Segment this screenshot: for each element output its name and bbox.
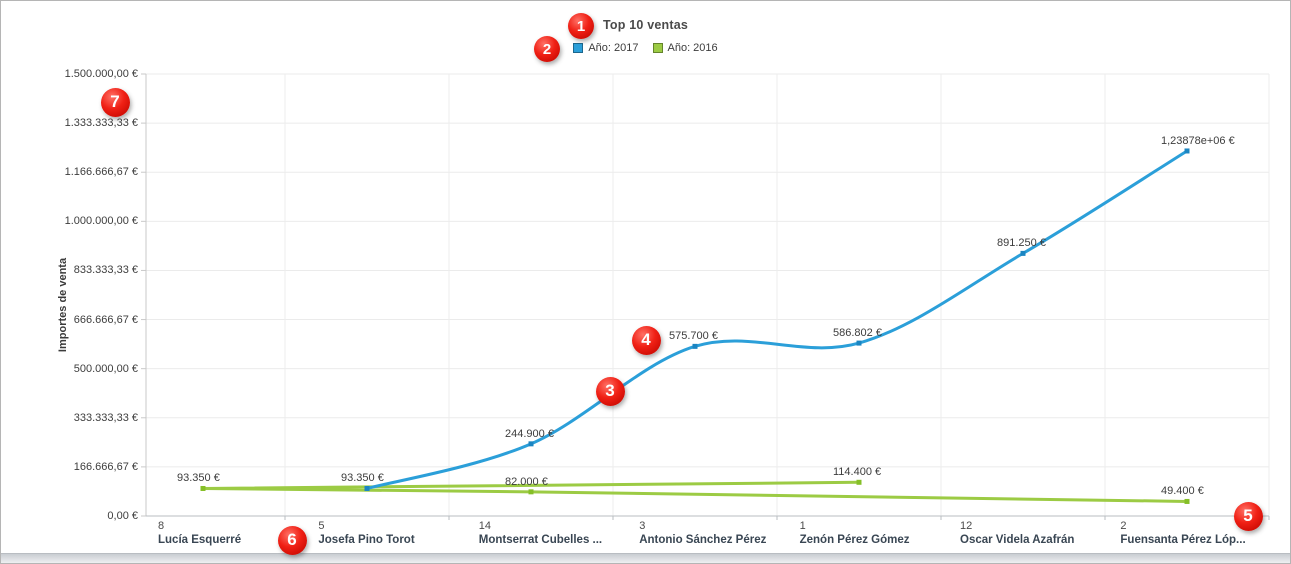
x-category-label[interactable]: 1 Zenón Pérez Gómez bbox=[800, 520, 958, 547]
y-tick-label: 666.666,67 € bbox=[73, 313, 138, 326]
data-point-2017[interactable] bbox=[856, 340, 862, 346]
data-point-value-label: 49.400 € bbox=[1161, 485, 1204, 498]
legend-item-2017[interactable]: Año: 2017 bbox=[573, 42, 639, 54]
category-name: Josefa Pino Torot bbox=[318, 534, 415, 546]
x-category-label[interactable]: 8 Lucía Esquerré bbox=[158, 520, 316, 547]
y-tick-label: 1.333.333,33 € bbox=[64, 117, 138, 130]
data-point-2016[interactable] bbox=[200, 485, 206, 491]
y-tick-label: 1.500.000,00 € bbox=[64, 68, 138, 80]
callout-badge-6: 6 bbox=[277, 525, 307, 555]
callout-badge-7: 7 bbox=[100, 87, 130, 117]
callout-badge-5: 5 bbox=[1233, 501, 1263, 531]
x-category-label[interactable]: 3 Antonio Sánchez Pérez bbox=[639, 520, 797, 547]
category-count: 5 bbox=[318, 520, 325, 532]
data-point-2017[interactable] bbox=[364, 485, 370, 491]
data-point-value-label: 586.802 € bbox=[833, 327, 882, 340]
y-tick-label: 1.166.666,67 € bbox=[64, 166, 138, 179]
legend-label-2017: Año: 2017 bbox=[588, 42, 639, 54]
x-category-label[interactable]: 14 Montserrat Cubelles ... bbox=[479, 520, 637, 547]
category-count: 3 bbox=[639, 520, 646, 532]
category-count: 1 bbox=[799, 520, 806, 532]
x-category-label[interactable]: 5 Josefa Pino Torot bbox=[318, 520, 476, 547]
category-name: Oscar Videla Azafrán bbox=[960, 534, 1075, 546]
legend-label-2016: Año: 2016 bbox=[667, 42, 718, 54]
callout-badge-1: 1 bbox=[568, 13, 594, 39]
series-line-2016 bbox=[201, 486, 1189, 503]
data-point-value-label: 575.700 € bbox=[669, 330, 718, 343]
y-tick-label: 166.666,67 € bbox=[73, 460, 138, 473]
x-category-label[interactable]: 2 Fuensanta Pérez Lóp... bbox=[1120, 520, 1278, 547]
data-point-2016[interactable] bbox=[1184, 498, 1190, 504]
data-point-2017[interactable] bbox=[528, 441, 534, 447]
data-point-2017[interactable] bbox=[1020, 250, 1026, 256]
callout-badge-3: 3 bbox=[595, 376, 625, 406]
y-tick-label: 333.333,33 € bbox=[73, 411, 138, 424]
legend-swatch-2017-icon bbox=[573, 43, 584, 53]
category-name: Fuensanta Pérez Lóp... bbox=[1120, 534, 1246, 546]
y-tick-label: 500.000,00 € bbox=[73, 362, 138, 375]
data-point-2016[interactable] bbox=[528, 489, 534, 495]
data-point-value-label: 114.400 € bbox=[833, 466, 882, 479]
category-count: 14 bbox=[478, 520, 492, 532]
category-count: 2 bbox=[1120, 520, 1127, 532]
series-line-2017 bbox=[365, 149, 1189, 490]
data-point-value-label: 93.350 € bbox=[177, 472, 220, 485]
y-tick-label: 1.000.000,00 € bbox=[64, 215, 138, 228]
data-point-value-label: 1,23878e+06 € bbox=[1161, 134, 1235, 147]
category-name: Antonio Sánchez Pérez bbox=[639, 534, 767, 546]
data-point-value-label: 244.900 € bbox=[505, 427, 554, 440]
series-line-2016 bbox=[201, 480, 861, 490]
chart-title: Top 10 ventas bbox=[602, 18, 689, 32]
x-category-label[interactable]: 12 Oscar Videla Azafrán bbox=[960, 520, 1118, 547]
y-tick-label: 833.333,33 € bbox=[73, 264, 138, 277]
category-name: Zenón Pérez Gómez bbox=[799, 534, 910, 546]
legend-swatch-2016-icon bbox=[652, 43, 663, 53]
legend-item-2016[interactable]: Año: 2016 bbox=[652, 42, 718, 54]
category-name: Montserrat Cubelles ... bbox=[478, 534, 603, 546]
legend: Año: 2017 Año: 2016 bbox=[1, 42, 1290, 54]
window-bottom-edge bbox=[1, 553, 1290, 563]
category-name: Lucía Esquerré bbox=[158, 534, 242, 546]
callout-badge-2: 2 bbox=[534, 36, 560, 62]
y-tick-label: 0,00 € bbox=[107, 510, 138, 522]
data-point-value-label: 82.000 € bbox=[505, 475, 548, 488]
callout-badge-4: 4 bbox=[631, 325, 661, 355]
data-point-value-label: 93.350 € bbox=[341, 472, 384, 485]
data-point-2017[interactable] bbox=[1184, 148, 1190, 154]
data-point-2016[interactable] bbox=[856, 479, 862, 485]
data-point-value-label: 891.250 € bbox=[997, 237, 1046, 250]
data-point-2017[interactable] bbox=[692, 343, 698, 349]
category-count: 8 bbox=[158, 520, 165, 532]
category-count: 12 bbox=[960, 520, 973, 532]
